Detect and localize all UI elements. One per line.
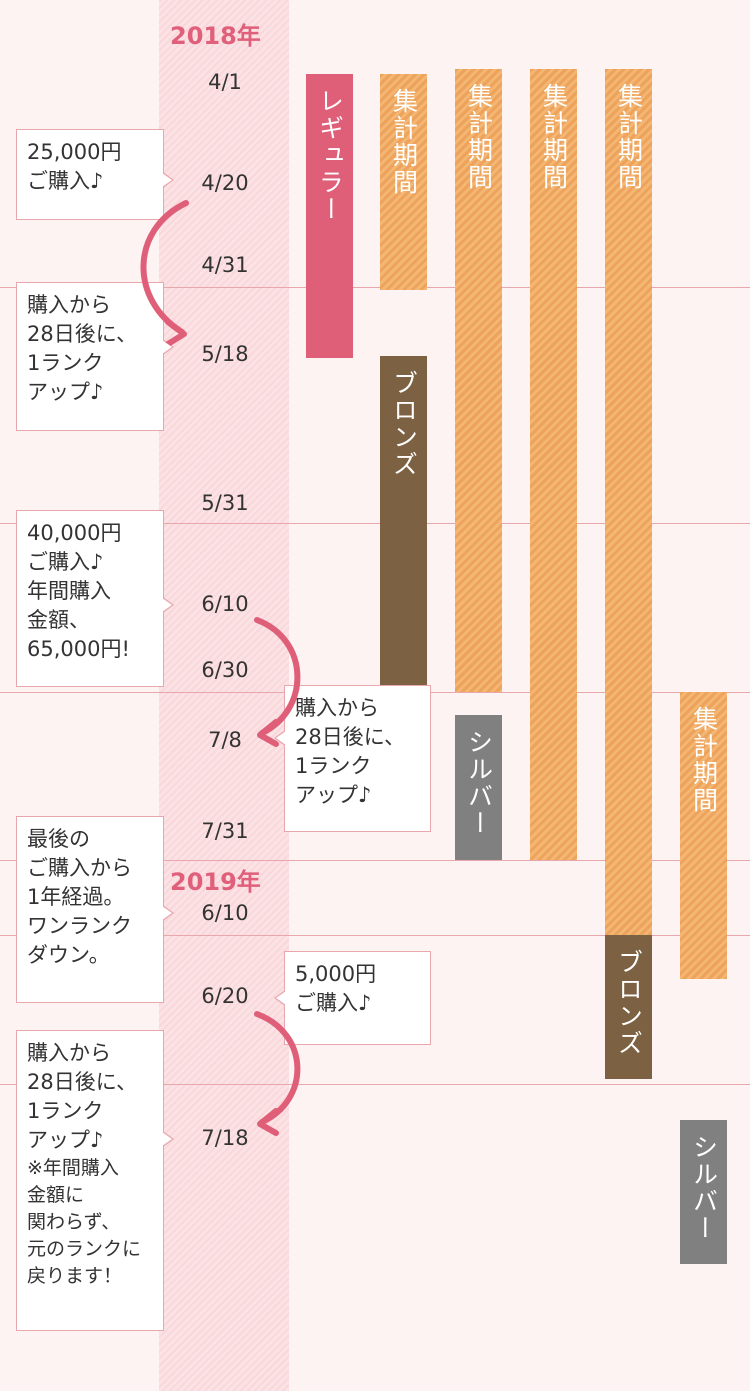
month-divider <box>0 287 750 288</box>
aggregation-period-label: 集計期間 <box>464 83 494 191</box>
note-line: 1ランク <box>27 1099 104 1123</box>
note-line: 金額に <box>27 1184 85 1206</box>
note-line: ご購入から <box>27 856 132 880</box>
purchase-note: 25,000円 ご購入♪ <box>16 129 174 220</box>
note-line: ※年間購入 <box>27 1157 119 1179</box>
aggregation-period-bar: 集計期間 <box>455 69 502 692</box>
note-line: 1ランク <box>27 351 104 375</box>
silver-rank-label: シルバー <box>464 729 494 837</box>
rank-up-note: 購入から 28日後に、 1ランク アップ♪ <box>16 282 174 431</box>
month-divider <box>0 935 750 936</box>
note-line: 28日後に、 <box>27 322 138 346</box>
month-divider <box>0 523 750 524</box>
aggregation-period-bar: 集計期間 <box>605 69 652 935</box>
year-label-2019: 2019年 <box>170 868 261 896</box>
aggregation-period-label: 集計期間 <box>389 88 419 196</box>
aggregation-period-bar: 集計期間 <box>530 69 577 860</box>
note-line: ワンランク <box>27 914 132 938</box>
note-line: ご購入♪ <box>295 991 372 1015</box>
month-divider <box>0 860 750 861</box>
note-line: ダウン。 <box>27 943 110 967</box>
note-line: 28日後に、 <box>295 725 406 749</box>
arrow-head <box>257 1108 279 1136</box>
date-label: 4/1 <box>208 70 242 94</box>
rank-up-note: 購入から 28日後に、 1ランク アップ♪ ※年間購入 金額に 関わらず、 元の… <box>16 1030 174 1331</box>
note-line: 金額、 <box>27 608 90 632</box>
date-label: 6/10 <box>201 901 249 925</box>
aggregation-period-label: 集計期間 <box>614 83 644 191</box>
rank-up-note: 購入から 28日後に、 1ランク アップ♪ <box>274 685 431 832</box>
date-label: 7/18 <box>201 1126 249 1150</box>
date-label: 5/31 <box>201 491 249 515</box>
bronze-rank-bar: ブロンズ <box>605 935 652 1079</box>
note-line: 年間購入 <box>27 579 111 603</box>
note-line: ご購入♪ <box>27 169 104 193</box>
note-line: 購入から <box>27 293 111 317</box>
note-line: 25,000円 <box>27 140 122 164</box>
note-line: 元のランクに <box>27 1238 142 1260</box>
note-line: アップ♪ <box>295 783 372 807</box>
note-line: 1ランク <box>295 754 372 778</box>
aggregation-period-label: 集計期間 <box>689 706 719 814</box>
purchase-note: 5,000円 ご購入♪ <box>274 951 431 1045</box>
bronze-rank-label: ブロンズ <box>614 949 644 1057</box>
note-line: 40,000円 <box>27 521 122 545</box>
note-line: 1年経過。 <box>27 885 125 909</box>
arrow-curve <box>254 617 301 736</box>
year-label-2018: 2018年 <box>170 22 261 50</box>
aggregation-period-bar: 集計期間 <box>680 692 727 979</box>
date-label: 4/31 <box>201 253 249 277</box>
silver-rank-bar: シルバー <box>455 715 502 860</box>
note-line: 関わらず、 <box>27 1211 121 1233</box>
note-line: 65,000円! <box>27 637 130 661</box>
date-label: 6/20 <box>201 984 249 1008</box>
regular-rank-bar: レギュラー <box>306 74 353 358</box>
date-column-band <box>159 0 289 1391</box>
date-label: 6/30 <box>201 658 249 682</box>
date-label: 5/18 <box>201 342 249 366</box>
note-line: 戻ります！ <box>27 1265 123 1287</box>
regular-rank-label: レギュラー <box>315 88 345 223</box>
arrow-curve <box>140 200 189 335</box>
bronze-rank-bar: ブロンズ <box>380 356 427 692</box>
aggregation-period-label: 集計期間 <box>539 83 569 191</box>
silver-rank-bar: シルバー <box>680 1120 727 1264</box>
note-line: 購入から <box>27 1041 111 1065</box>
note-line: ご購入♪ <box>27 550 104 574</box>
date-label: 7/8 <box>208 728 242 752</box>
arrow-curve <box>254 1011 301 1125</box>
note-line: 購入から <box>295 696 379 720</box>
aggregation-period-bar: 集計期間 <box>380 74 427 290</box>
date-label: 7/31 <box>201 819 249 843</box>
purchase-note: 40,000円 ご購入♪ 年間購入 金額、 65,000円! <box>16 510 174 687</box>
arrow-head <box>165 319 187 347</box>
arrow-head <box>257 719 279 747</box>
note-line: アップ♪ <box>27 380 104 404</box>
bronze-rank-label: ブロンズ <box>389 370 419 478</box>
date-label: 4/20 <box>201 171 249 195</box>
note-line: アップ♪ <box>27 1128 104 1152</box>
note-line: 最後の <box>27 827 90 851</box>
date-label: 6/10 <box>201 592 249 616</box>
month-divider <box>0 1084 750 1085</box>
note-line: 5,000円 <box>295 962 377 986</box>
rank-down-note: 最後の ご購入から 1年経過。 ワンランク ダウン。 <box>16 816 174 1003</box>
note-line: 28日後に、 <box>27 1070 138 1094</box>
silver-rank-label: シルバー <box>689 1134 719 1242</box>
